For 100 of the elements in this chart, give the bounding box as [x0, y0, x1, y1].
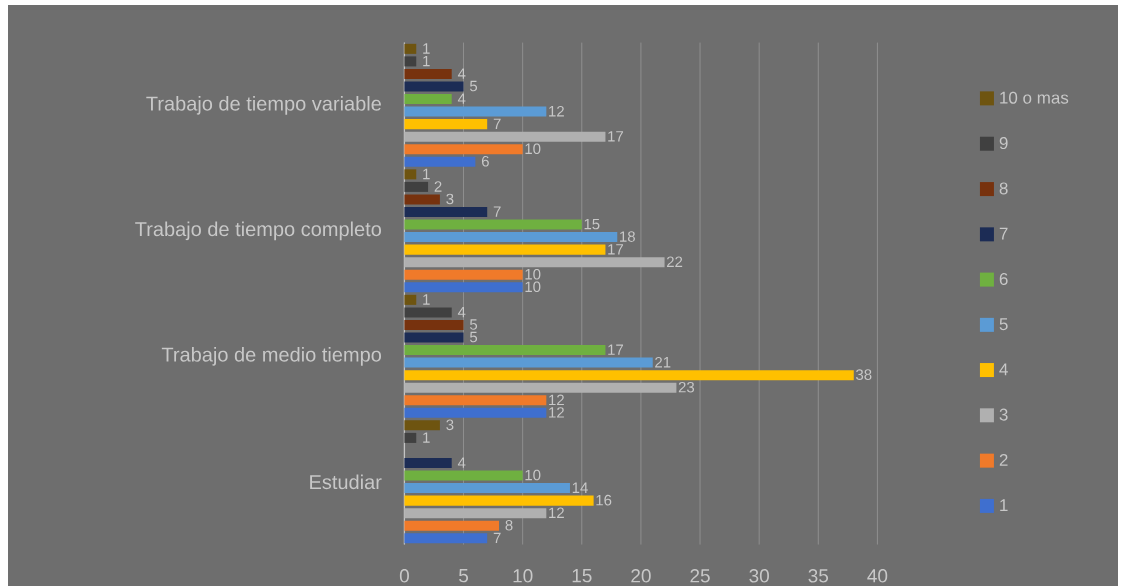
bar — [404, 470, 523, 481]
bar — [404, 282, 523, 293]
bar — [404, 520, 500, 531]
data-label: 14 — [572, 482, 588, 493]
data-label: 23 — [678, 381, 695, 393]
data-label: 6 — [481, 155, 489, 167]
bar — [404, 244, 606, 255]
data-label: 22 — [666, 256, 683, 267]
bar — [404, 68, 452, 79]
data-label: 1 — [423, 55, 430, 67]
legend-label: 5 — [999, 318, 1008, 331]
data-label: 5 — [469, 80, 478, 92]
y-tick-label: Estudiar — [310, 474, 382, 490]
bar — [404, 457, 452, 469]
bar — [404, 345, 606, 356]
y-tick-label: Trabajo de tiempo variable — [146, 95, 381, 115]
bar — [404, 483, 570, 494]
bar — [404, 307, 452, 318]
bar — [404, 206, 488, 218]
x-tick-label: 10 — [513, 569, 533, 583]
data-label: 5 — [469, 331, 478, 343]
x-tick-label: 40 — [867, 569, 888, 583]
data-label: 4 — [457, 457, 466, 468]
data-label: 12 — [549, 394, 564, 406]
bar — [404, 81, 464, 92]
x-tick-label: 30 — [749, 569, 769, 583]
legend-label: 1 — [1000, 499, 1008, 512]
bar — [404, 131, 606, 142]
data-label: 12 — [549, 507, 564, 518]
data-label: 1 — [423, 43, 430, 54]
data-label: 12 — [549, 105, 564, 117]
data-label: 10 — [525, 268, 541, 280]
data-label: 10 — [525, 281, 541, 293]
bar — [404, 43, 417, 54]
bar — [404, 533, 488, 544]
bar — [404, 382, 677, 393]
data-label: 17 — [608, 344, 624, 355]
bar — [404, 432, 417, 443]
data-label: 18 — [620, 231, 635, 242]
bar — [404, 194, 440, 205]
x-tick-label: 20 — [631, 569, 651, 583]
bar — [404, 370, 854, 381]
data-label: 1 — [423, 432, 430, 443]
legend-label: 8 — [999, 182, 1008, 195]
legend-label: 4 — [999, 363, 1008, 376]
bar — [404, 319, 464, 330]
data-label: 7 — [493, 118, 501, 129]
bar — [404, 395, 547, 406]
bar — [404, 294, 417, 305]
data-label: 12 — [549, 407, 564, 418]
data-label: 4 — [457, 93, 466, 104]
bar — [404, 332, 464, 343]
legend-label: 9 — [999, 137, 1008, 150]
x-tick-label: 35 — [808, 569, 829, 583]
data-label: 7 — [493, 532, 501, 544]
data-label: 1 — [423, 294, 430, 305]
bar — [404, 181, 429, 192]
bar — [404, 269, 523, 280]
data-label: 17 — [608, 131, 624, 142]
bar — [404, 106, 547, 117]
data-label: 7 — [493, 206, 501, 217]
data-label: 2 — [434, 181, 442, 192]
data-label: 3 — [446, 419, 454, 431]
data-label: 3 — [446, 193, 454, 205]
data-label: 1 — [423, 168, 430, 180]
bar — [404, 257, 665, 268]
legend-label: 2 — [999, 453, 1008, 466]
x-tick-label: 25 — [690, 569, 710, 583]
data-label: 5 — [469, 319, 478, 330]
bar — [404, 56, 417, 67]
bar — [404, 357, 653, 368]
y-tick-label: Trabajo de tiempo completo — [135, 221, 382, 241]
data-label: 4 — [457, 306, 466, 318]
data-label: 38 — [856, 369, 872, 380]
data-label: 4 — [457, 68, 466, 79]
bar — [404, 407, 547, 418]
data-label: 21 — [655, 356, 671, 368]
bar — [404, 119, 488, 130]
data-label: 8 — [505, 519, 513, 531]
legend-label: 3 — [999, 408, 1008, 421]
data-label: 17 — [608, 244, 624, 255]
data-label: 15 — [584, 218, 600, 230]
bar — [404, 508, 547, 519]
x-tick-label: 15 — [572, 569, 592, 583]
x-tick-label: 5 — [459, 569, 469, 583]
bar — [404, 169, 417, 180]
bar — [404, 144, 523, 155]
bar — [404, 495, 594, 506]
legend-label: 6 — [999, 272, 1008, 285]
y-tick-label: Trabajo de medio tiempo — [161, 346, 382, 366]
bar — [404, 232, 618, 243]
data-label: 16 — [596, 494, 612, 506]
bar — [404, 156, 476, 167]
bar — [404, 219, 582, 230]
bar — [404, 420, 440, 431]
legend-label: 10 o mas — [1000, 91, 1069, 104]
x-tick-label: 0 — [399, 569, 409, 583]
bar — [404, 94, 452, 105]
data-label: 10 — [525, 469, 541, 481]
legend-label: 7 — [999, 227, 1008, 240]
